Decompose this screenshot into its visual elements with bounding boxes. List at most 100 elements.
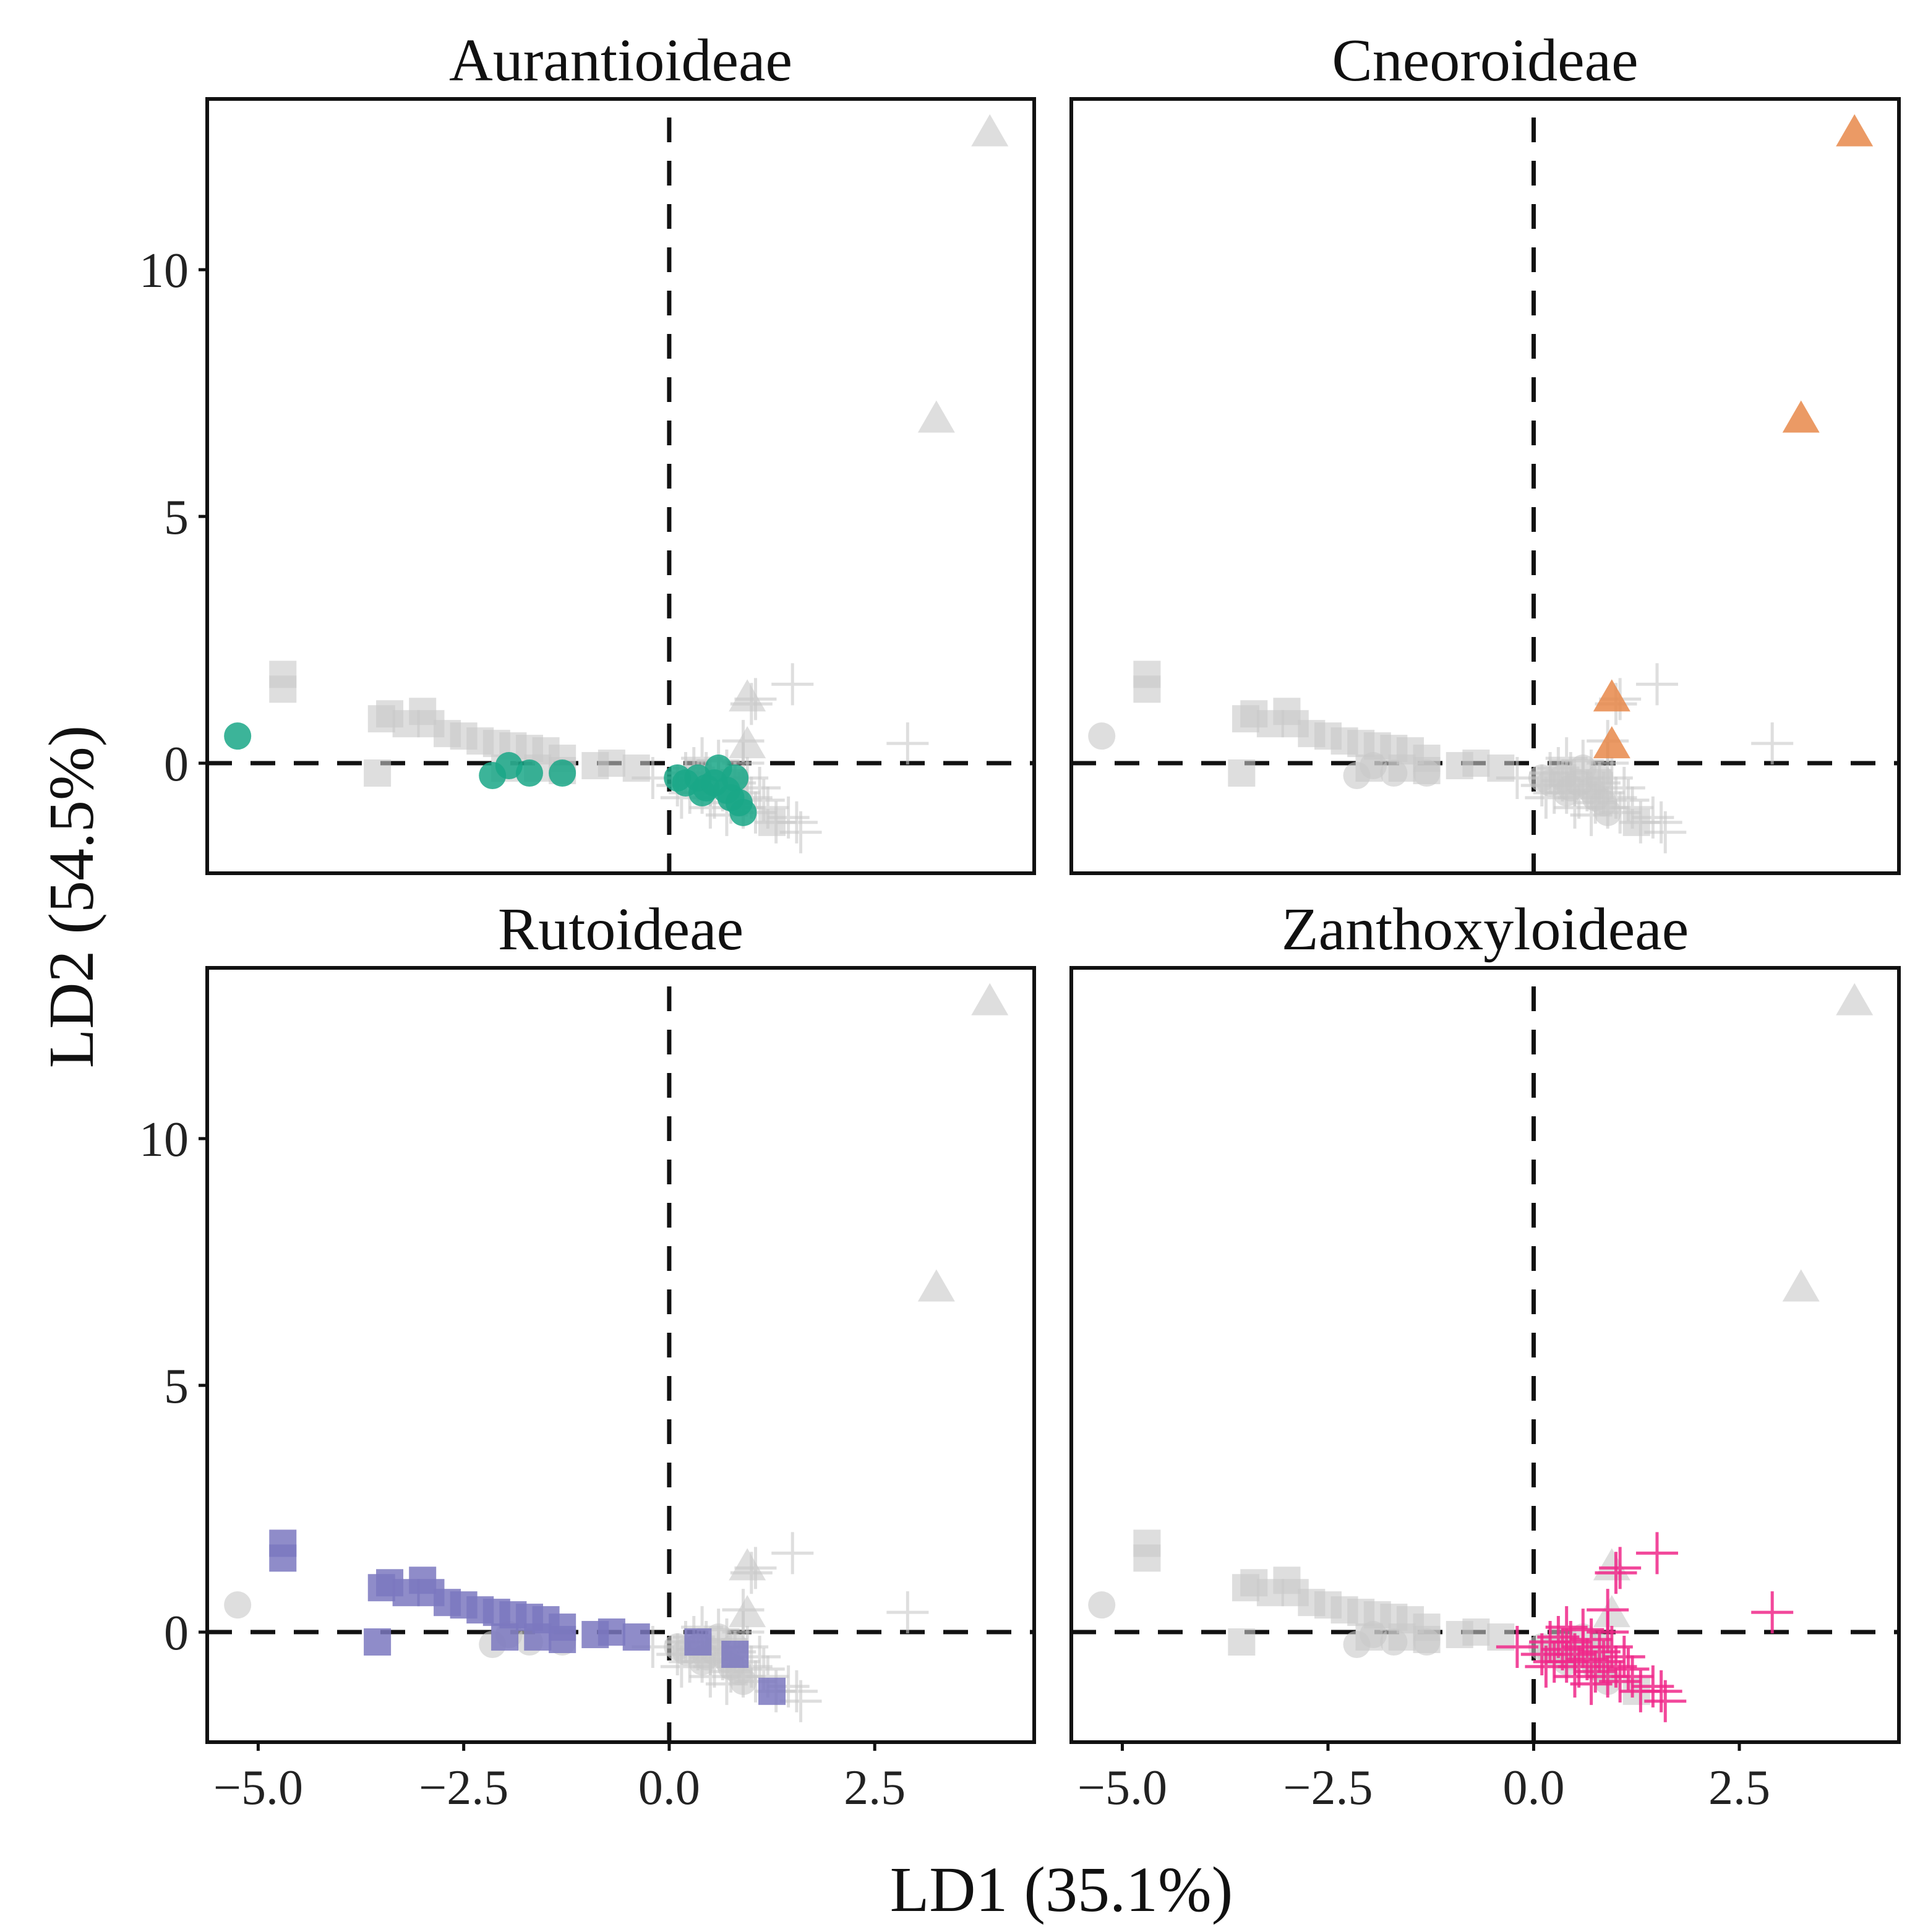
- background-point-cross: [1570, 750, 1613, 792]
- background-point-cross: [1562, 740, 1605, 782]
- panel-title: Aurantioideae: [449, 27, 792, 94]
- background-point-cross: [1541, 759, 1584, 801]
- y-tick-label: 5: [164, 1359, 189, 1414]
- data-point-cross: [1496, 1625, 1538, 1668]
- background-point-triangle: [917, 400, 955, 433]
- background-point-triangle: [1593, 1548, 1630, 1581]
- data-point-triangle: [1836, 114, 1874, 147]
- background-point-circle: [224, 1591, 252, 1619]
- x-axis-label: LD1 (35.1%): [890, 1854, 1233, 1925]
- background-point-cross: [1599, 791, 1642, 834]
- background-point-square: [269, 660, 297, 688]
- background-point-cross: [660, 1645, 703, 1688]
- data-point-square: [622, 1623, 650, 1651]
- background-point-cross: [1751, 722, 1794, 765]
- data-point-circle: [515, 759, 543, 787]
- data-point-circle: [729, 798, 757, 826]
- background-point-square: [364, 759, 392, 787]
- data-point-cross: [1537, 1616, 1580, 1659]
- background-point-square: [1388, 754, 1416, 782]
- background-point-circle: [1088, 1591, 1116, 1619]
- background-point-triangle: [971, 983, 1009, 1015]
- y-tick-label: 10: [139, 244, 189, 298]
- background-point-cross: [734, 1547, 777, 1589]
- background-point-cross: [775, 801, 818, 844]
- background-point-square: [1133, 1529, 1161, 1557]
- panel-title: Zanthoxyloideae: [1282, 896, 1689, 963]
- data-point-circle: [224, 722, 252, 750]
- background-point-cross: [705, 1662, 748, 1705]
- background-point-square: [1462, 750, 1490, 777]
- panel-frame: [205, 966, 1036, 1744]
- data-point-cross: [1607, 1648, 1650, 1690]
- y-tick-label: 5: [164, 490, 189, 545]
- background-point-cross: [1603, 766, 1645, 809]
- data-point-cross: [1640, 1670, 1682, 1712]
- background-point-cross: [779, 1680, 822, 1722]
- background-point-cross: [730, 1552, 773, 1594]
- background-point-cross: [734, 678, 777, 720]
- data-point-cross: [1553, 1655, 1596, 1698]
- data-point-square: [758, 1677, 786, 1705]
- background-point-triangle: [1782, 1269, 1820, 1302]
- data-point-triangle: [1593, 679, 1630, 712]
- data-point-cross: [1590, 1625, 1633, 1668]
- data-point-square: [549, 1626, 576, 1654]
- data-point-cross: [1751, 1591, 1794, 1634]
- data-point-square: [598, 1618, 625, 1646]
- background-point-triangle: [729, 679, 766, 712]
- data-point-square: [269, 1529, 297, 1557]
- background-point-square: [1413, 1626, 1441, 1654]
- facet-panel-zanthoxyloideae: Zanthoxyloideae −5.0 −2.5 0.0 2.5: [1069, 896, 1901, 1815]
- data-point-square: [684, 1628, 712, 1656]
- data-point-cross: [1570, 1618, 1613, 1661]
- background-point-triangle: [917, 1269, 955, 1302]
- background-point-cross: [771, 1532, 814, 1575]
- background-point-cross: [1496, 756, 1538, 799]
- data-point-cross: [1603, 1635, 1645, 1678]
- x-tick-label: 0.0: [638, 1761, 700, 1815]
- data-point-cross: [1525, 1645, 1567, 1688]
- background-point-cross: [1640, 801, 1682, 844]
- facet-panel-aurantioideae: Aurantioideae 0 5 10: [139, 27, 1036, 875]
- x-tick-label: 0.0: [1502, 1761, 1564, 1815]
- x-tick-label: 2.5: [844, 1761, 906, 1815]
- data-point-cross: [1545, 1606, 1588, 1649]
- data-point-square: [364, 1628, 392, 1656]
- background-point-cross: [1574, 781, 1617, 824]
- background-point-triangle: [971, 114, 1009, 147]
- background-point-square: [1413, 757, 1441, 785]
- background-point-square: [1355, 1623, 1383, 1651]
- data-point-cross: [1644, 1680, 1687, 1722]
- data-point-cross: [1599, 1660, 1642, 1703]
- background-point-cross: [1570, 793, 1613, 836]
- background-point-square: [598, 750, 625, 777]
- panel-frame: [1069, 97, 1901, 875]
- background-point-cross: [771, 663, 814, 706]
- background-point-cross: [739, 766, 781, 809]
- background-point-triangle: [729, 1548, 766, 1581]
- x-tick-label: −5.0: [1078, 1761, 1167, 1815]
- data-point-square: [721, 1640, 749, 1668]
- data-point-cross: [1570, 1662, 1613, 1705]
- background-point-cross: [1590, 756, 1633, 799]
- data-point-circle: [495, 752, 523, 780]
- data-point-cross: [1635, 1532, 1678, 1575]
- data-point-cross: [1595, 1552, 1637, 1594]
- data-point-triangle: [1782, 400, 1820, 433]
- x-tick-label: −5.0: [213, 1761, 303, 1815]
- panel-title: Rutoideae: [498, 896, 743, 963]
- facet-panel-rutoideae: Rutoideae 0 5 10 −5.0 −2.5 0.0 2.5: [139, 896, 1036, 1815]
- data-point-circle: [721, 764, 749, 792]
- background-point-cross: [1525, 776, 1567, 819]
- background-point-cross: [1644, 811, 1687, 853]
- data-point-triangle: [1593, 726, 1630, 759]
- data-point-cross: [1599, 1547, 1642, 1589]
- background-point-square: [1228, 1628, 1256, 1656]
- x-tick-label: −2.5: [419, 1761, 508, 1815]
- x-tick-label: −2.5: [1283, 1761, 1373, 1815]
- background-point-cross: [886, 1591, 929, 1634]
- background-point-cross: [886, 722, 929, 765]
- background-point-square: [1228, 759, 1256, 787]
